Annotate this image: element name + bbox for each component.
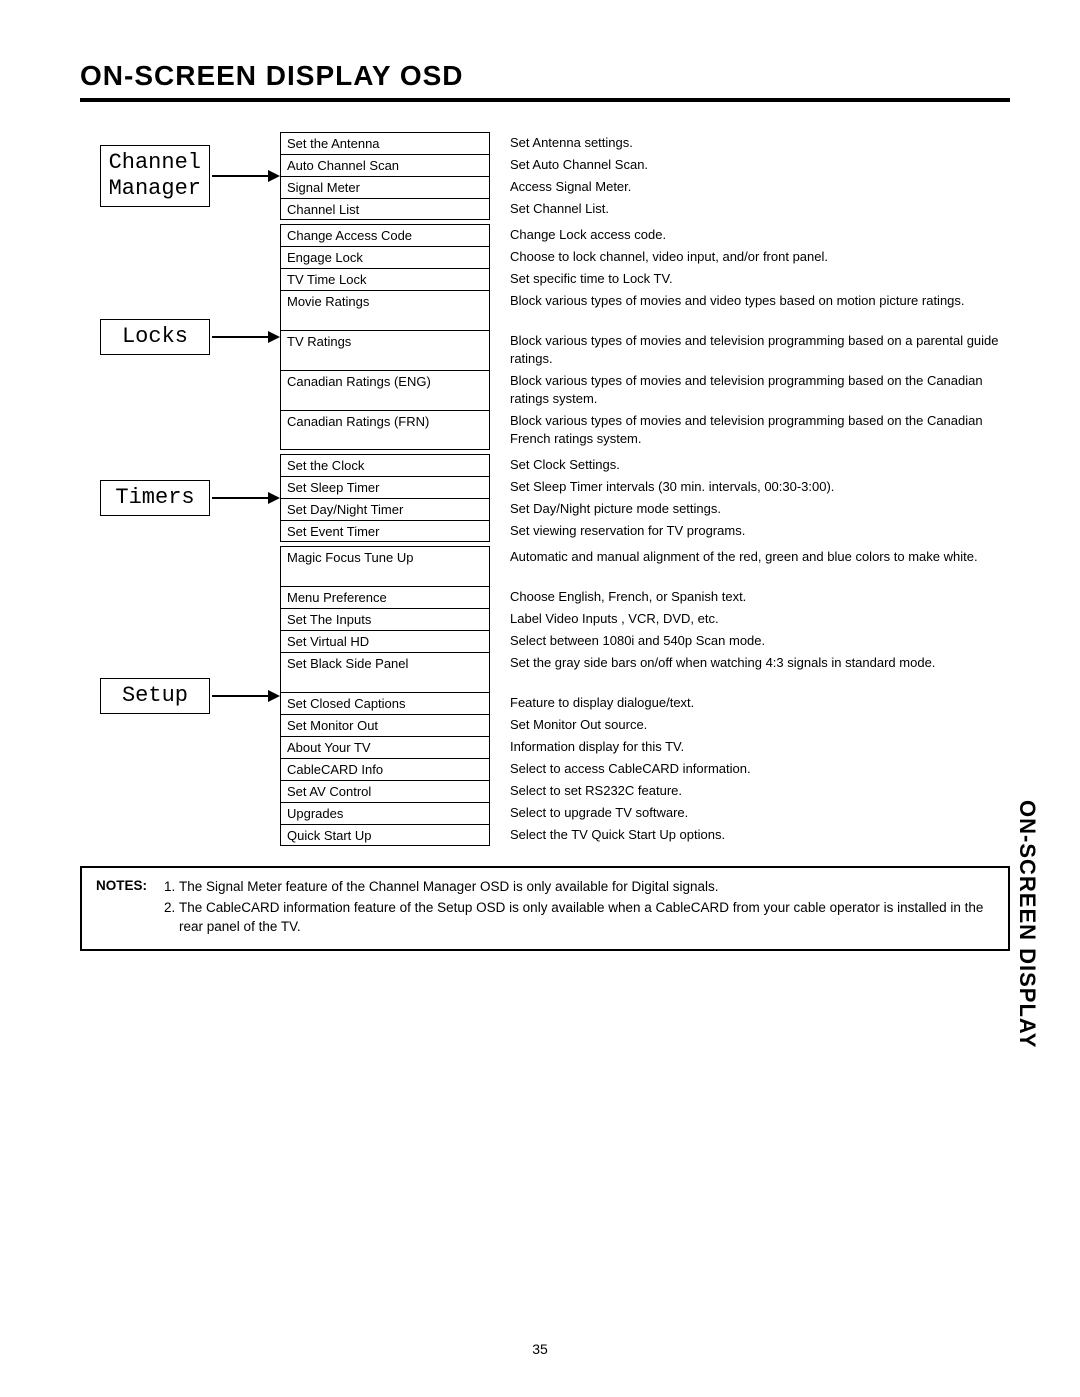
arrow-icon [210, 327, 280, 347]
section-row: Locks Change Access CodeEngage LockTV Ti… [80, 224, 1010, 450]
menu-item-name: CableCARD Info [280, 758, 490, 780]
menu-item-desc: Select to access CableCARD information. [510, 758, 1010, 780]
page-container: ON-SCREEN DISPLAY OSD ChannelManager Set… [0, 0, 1080, 991]
menu-item-name: Channel List [280, 198, 490, 220]
section-row: ChannelManager Set the AntennaAuto Chann… [80, 132, 1010, 220]
menu-item-desc: Block various types of movies and televi… [510, 330, 1010, 370]
arrow-col [210, 454, 280, 542]
menu-item-name: Set Event Timer [280, 520, 490, 542]
menu-item-desc: Set specific time to Lock TV. [510, 268, 1010, 290]
menu-item-name: Set the Antenna [280, 132, 490, 154]
menu-item-name: Set Virtual HD [280, 630, 490, 652]
arrow-icon [210, 686, 280, 706]
menu-item-name: Set Black Side Panel [280, 652, 490, 692]
menu-box-col: Timers [80, 454, 210, 542]
menu-item-name: Quick Start Up [280, 824, 490, 846]
menu-item-desc: Access Signal Meter. [510, 176, 1010, 198]
menu-box: Locks [100, 319, 210, 355]
menu-item-desc: Block various types of movies and televi… [510, 410, 1010, 450]
menu-item-desc: Choose English, French, or Spanish text. [510, 586, 1010, 608]
desc-col: Automatic and manual alignment of the re… [490, 546, 1010, 846]
menu-item-desc: Feature to display dialogue/text. [510, 692, 1010, 714]
menu-item-desc: Select the TV Quick Start Up options. [510, 824, 1010, 846]
desc-col: Change Lock access code.Choose to lock c… [490, 224, 1010, 450]
menu-box-col: Locks [80, 224, 210, 450]
side-tab-label: ON-SCREEN DISPLAY [1014, 800, 1040, 1048]
menu-item-name: Signal Meter [280, 176, 490, 198]
page-number: 35 [0, 1341, 1080, 1357]
menu-item-name: Set The Inputs [280, 608, 490, 630]
menu-item-name: About Your TV [280, 736, 490, 758]
menu-item-name: Set Monitor Out [280, 714, 490, 736]
menu-item-name: Set Closed Captions [280, 692, 490, 714]
menu-item-desc: Label Video Inputs , VCR, DVD, etc. [510, 608, 1010, 630]
menu-item-name: Set AV Control [280, 780, 490, 802]
menu-item-desc: Set Auto Channel Scan. [510, 154, 1010, 176]
menu-item-name: Set Day/Night Timer [280, 498, 490, 520]
menu-item-desc: Select between 1080i and 540p Scan mode. [510, 630, 1010, 652]
menu-item-name: Auto Channel Scan [280, 154, 490, 176]
menu-item-name: TV Time Lock [280, 268, 490, 290]
menu-item-name: Magic Focus Tune Up [280, 546, 490, 586]
items-col: Change Access CodeEngage LockTV Time Loc… [280, 224, 490, 450]
menu-item-desc: Select to upgrade TV software. [510, 802, 1010, 824]
items-col: Magic Focus Tune UpMenu PreferenceSet Th… [280, 546, 490, 846]
menu-item-desc: Change Lock access code. [510, 224, 1010, 246]
menu-item-name: Menu Preference [280, 586, 490, 608]
arrow-col [210, 224, 280, 450]
menu-item-desc: Select to set RS232C feature. [510, 780, 1010, 802]
menu-item-desc: Set the gray side bars on/off when watch… [510, 652, 1010, 692]
menu-item-desc: Information display for this TV. [510, 736, 1010, 758]
sections-container: ChannelManager Set the AntennaAuto Chann… [80, 132, 1010, 846]
menu-item-name: Canadian Ratings (ENG) [280, 370, 490, 410]
menu-item-desc: Set Sleep Timer intervals (30 min. inter… [510, 476, 1010, 498]
items-col: Set the ClockSet Sleep TimerSet Day/Nigh… [280, 454, 490, 542]
arrow-col [210, 132, 280, 220]
menu-item-name: Set the Clock [280, 454, 490, 476]
menu-box-col: Setup [80, 546, 210, 846]
menu-item-name: TV Ratings [280, 330, 490, 370]
notes-list-item: The Signal Meter feature of the Channel … [179, 878, 994, 897]
notes-label: NOTES: [96, 878, 147, 939]
menu-box: Timers [100, 480, 210, 516]
menu-item-desc: Block various types of movies and video … [510, 290, 1010, 330]
menu-item-desc: Set Monitor Out source. [510, 714, 1010, 736]
menu-item-desc: Block various types of movies and televi… [510, 370, 1010, 410]
menu-item-desc: Automatic and manual alignment of the re… [510, 546, 1010, 586]
notes-list-item: The CableCARD information feature of the… [179, 899, 994, 937]
menu-item-name: Movie Ratings [280, 290, 490, 330]
section-row: Setup Magic Focus Tune UpMenu Preference… [80, 546, 1010, 846]
desc-col: Set Clock Settings.Set Sleep Timer inter… [490, 454, 1010, 542]
menu-item-desc: Choose to lock channel, video input, and… [510, 246, 1010, 268]
menu-item-name: Upgrades [280, 802, 490, 824]
page-title: ON-SCREEN DISPLAY OSD [80, 60, 1010, 102]
menu-item-desc: Set viewing reservation for TV programs. [510, 520, 1010, 542]
desc-col: Set Antenna settings.Set Auto Channel Sc… [490, 132, 1010, 220]
notes-list: The Signal Meter feature of the Channel … [161, 878, 994, 939]
menu-item-name: Set Sleep Timer [280, 476, 490, 498]
arrow-col [210, 546, 280, 846]
menu-item-desc: Set Clock Settings. [510, 454, 1010, 476]
menu-item-desc: Set Day/Night picture mode settings. [510, 498, 1010, 520]
section-row: Timers Set the ClockSet Sleep TimerSet D… [80, 454, 1010, 542]
menu-item-name: Canadian Ratings (FRN) [280, 410, 490, 450]
notes-box: NOTES: The Signal Meter feature of the C… [80, 866, 1010, 951]
menu-item-desc: Set Antenna settings. [510, 132, 1010, 154]
menu-item-name: Engage Lock [280, 246, 490, 268]
menu-box: ChannelManager [100, 145, 210, 208]
menu-item-desc: Set Channel List. [510, 198, 1010, 220]
items-col: Set the AntennaAuto Channel ScanSignal M… [280, 132, 490, 220]
arrow-icon [210, 166, 280, 186]
arrow-icon [210, 488, 280, 508]
menu-box: Setup [100, 678, 210, 714]
menu-box-col: ChannelManager [80, 132, 210, 220]
menu-item-name: Change Access Code [280, 224, 490, 246]
